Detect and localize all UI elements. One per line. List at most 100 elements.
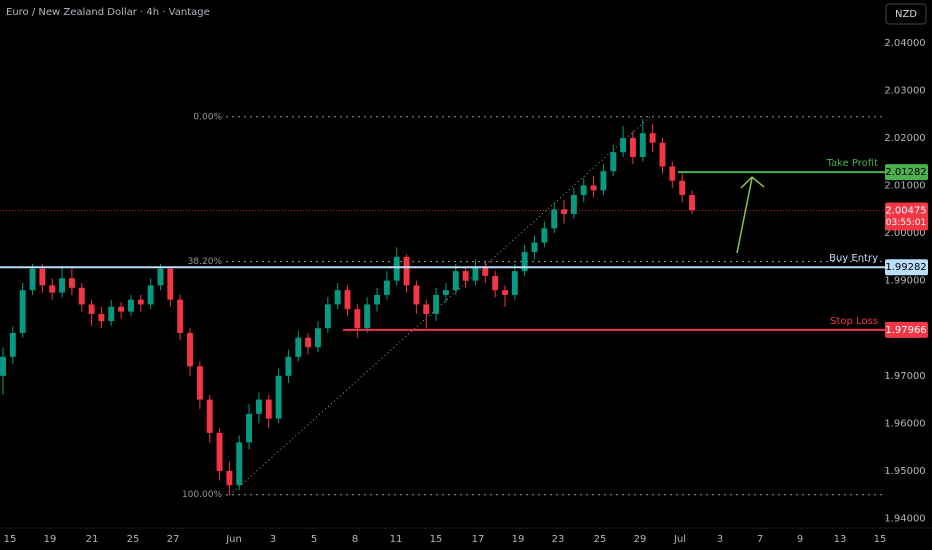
candle-body <box>413 285 420 305</box>
candle-body <box>49 285 56 293</box>
candle <box>423 299 430 329</box>
candle-body <box>255 399 262 414</box>
arrow-shaft <box>736 177 753 254</box>
y-tick-label: 2.00000 <box>884 228 925 239</box>
candle-body <box>88 304 95 314</box>
candle <box>659 137 666 174</box>
candle-body <box>285 356 292 376</box>
level-price: 2.01282 <box>885 167 926 178</box>
x-tick-label: 8 <box>352 534 358 545</box>
candle <box>157 264 164 291</box>
candle-body <box>196 366 203 400</box>
chart-title: Euro / New Zealand Dollar · 4h · Vantage <box>6 7 210 18</box>
candle <box>492 271 499 298</box>
candle <box>324 297 331 333</box>
x-tick-label: 19 <box>512 534 525 545</box>
candle-body <box>98 313 105 322</box>
candle-body <box>137 299 144 305</box>
candle <box>482 261 489 284</box>
y-tick-label: 2.03000 <box>884 85 925 96</box>
candle-body <box>78 287 85 305</box>
candle <box>137 294 144 312</box>
candle <box>19 283 26 338</box>
candle <box>374 287 380 312</box>
candle <box>679 173 686 203</box>
candle <box>452 264 459 295</box>
candle-body <box>59 278 66 293</box>
fib-label: 38.20% <box>188 257 223 267</box>
candle <box>265 394 272 429</box>
candle <box>275 368 282 424</box>
candle <box>59 266 66 298</box>
candle <box>521 244 528 276</box>
x-tick-label: 25 <box>127 534 140 545</box>
x-tick-label: Jul <box>673 534 686 545</box>
candle-body <box>324 304 331 329</box>
candle <box>216 428 223 481</box>
candle <box>177 294 184 341</box>
level-price-box <box>885 321 928 338</box>
candle-body <box>187 332 193 367</box>
candle <box>187 328 193 376</box>
candle <box>629 130 636 165</box>
candle <box>196 361 203 410</box>
candle <box>433 287 440 322</box>
candle-body <box>206 399 213 433</box>
candle <box>620 126 627 157</box>
y-tick-label: 1.96000 <box>884 418 925 429</box>
candle <box>442 283 449 303</box>
candle-body <box>561 209 567 215</box>
currency-label[interactable]: NZD <box>895 9 917 20</box>
candle-body <box>620 137 627 153</box>
candle-body <box>551 209 558 229</box>
level-price: 1.97966 <box>885 325 926 336</box>
y-tick-label: 2.04000 <box>884 38 925 49</box>
candle-body <box>452 271 459 291</box>
candle-body <box>610 152 617 172</box>
candle <box>226 461 233 495</box>
candle <box>639 118 646 162</box>
y-tick-label: 1.97000 <box>884 371 925 382</box>
candle <box>344 285 351 317</box>
x-tick-label: 17 <box>472 534 485 545</box>
countdown: 03:55:01 <box>886 218 926 228</box>
x-tick-label: 5 <box>311 534 317 545</box>
candle-body <box>246 413 253 443</box>
x-tick-label: 7 <box>757 534 763 545</box>
candle-body <box>147 285 154 305</box>
candle-body <box>659 142 666 167</box>
candle-body <box>669 166 676 181</box>
candle-body <box>472 266 479 281</box>
candle <box>364 297 371 333</box>
y-tick-label: 1.94000 <box>884 513 925 524</box>
candle-body <box>482 266 489 276</box>
x-tick-label: 9 <box>797 534 803 545</box>
currency-button[interactable] <box>885 3 927 25</box>
x-tick-label: 13 <box>834 534 847 545</box>
x-tick-label: 23 <box>552 534 565 545</box>
last-price-box <box>885 202 928 231</box>
candle-body <box>511 271 518 295</box>
candle-body <box>442 290 449 295</box>
x-tick-label: 29 <box>634 534 647 545</box>
y-tick-label: 2.01000 <box>884 181 925 192</box>
arrow <box>736 175 765 254</box>
candle-body <box>216 432 223 471</box>
x-tick-label: 3 <box>270 534 276 545</box>
candle-body <box>492 275 499 291</box>
candle <box>511 264 518 300</box>
candle-body <box>580 185 587 196</box>
candle-body <box>68 278 75 288</box>
candle <box>147 278 154 310</box>
candle-body <box>167 268 174 300</box>
candle-body <box>364 304 371 329</box>
candle-body <box>275 375 282 419</box>
fib-label: 0.00% <box>193 112 222 122</box>
candle <box>689 190 695 215</box>
candle <box>295 330 302 362</box>
candle <box>472 259 479 286</box>
last-price-label: 2.00475 <box>885 205 926 216</box>
level-price: 1.99282 <box>885 262 926 273</box>
